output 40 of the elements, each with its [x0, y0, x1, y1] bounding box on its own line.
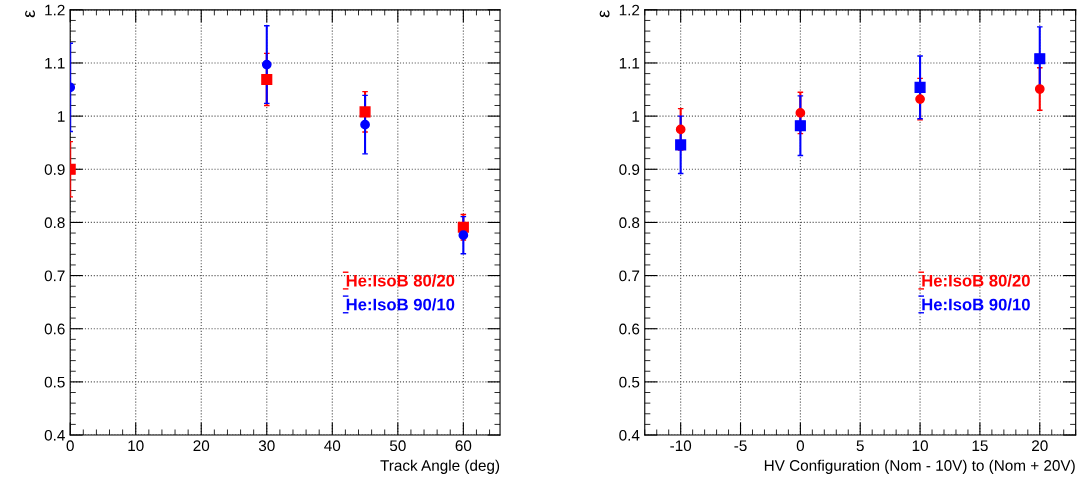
x-tick-label: 0	[66, 440, 74, 452]
y-tick-label: 1	[632, 111, 640, 122]
legend-label: He:IsoB 90/10	[922, 298, 1030, 311]
x-tick-label: 0	[796, 440, 805, 452]
legend-label: He:IsoB 80/20	[346, 274, 455, 287]
x-tick-label: 10	[912, 440, 928, 452]
y-tick-label: 0.6	[619, 323, 640, 335]
y-tick-label: 0.8	[619, 217, 640, 229]
x-axis-title: HV Configuration (Nom - 10V) to (Nom + 20V)	[764, 459, 1075, 474]
x-tick-label: -10	[670, 440, 692, 452]
y-axis-title: ε	[599, 10, 610, 18]
x-tick-label: 10	[128, 440, 144, 452]
y-tick-label: 0.4	[44, 429, 65, 441]
y-tick-label: 0.6	[44, 323, 65, 335]
y-tick-label: 1.2	[619, 4, 640, 16]
y-tick-label: 0.7	[44, 270, 65, 282]
y-tick-label: 1	[58, 111, 65, 122]
legend-label: He:IsoB 90/10	[346, 298, 455, 311]
y-tick-label: 0.4	[619, 429, 640, 441]
legend-label: He:IsoB 80/20	[922, 274, 1030, 287]
y-tick-label: 0.9	[44, 164, 65, 175]
y-tick-label: 1.2	[45, 4, 65, 16]
y-tick-label: 0.7	[619, 270, 640, 282]
y-tick-label: 0.5	[44, 376, 65, 388]
x-tick-label: 40	[324, 440, 341, 452]
x-tick-label: 5	[856, 440, 864, 452]
y-tick-label: 0.5	[619, 376, 640, 388]
y-tick-label: 0.9	[619, 164, 640, 175]
y-tick-label: 1.1	[45, 58, 65, 69]
x-tick-label: 30	[258, 440, 275, 452]
x-tick-label: 60	[455, 440, 472, 452]
y-tick-label: 0.8	[44, 217, 65, 229]
x-tick-label: 50	[389, 440, 406, 452]
x-axis-title: Track Angle (deg)	[380, 459, 500, 474]
y-tick-label: 1.1	[619, 58, 640, 69]
y-axis-title: ε	[25, 10, 35, 18]
x-tick-label: -5	[734, 440, 747, 452]
x-tick-label: 15	[972, 440, 988, 452]
x-tick-label: 20	[193, 440, 210, 452]
x-tick-label: 20	[1032, 440, 1048, 452]
